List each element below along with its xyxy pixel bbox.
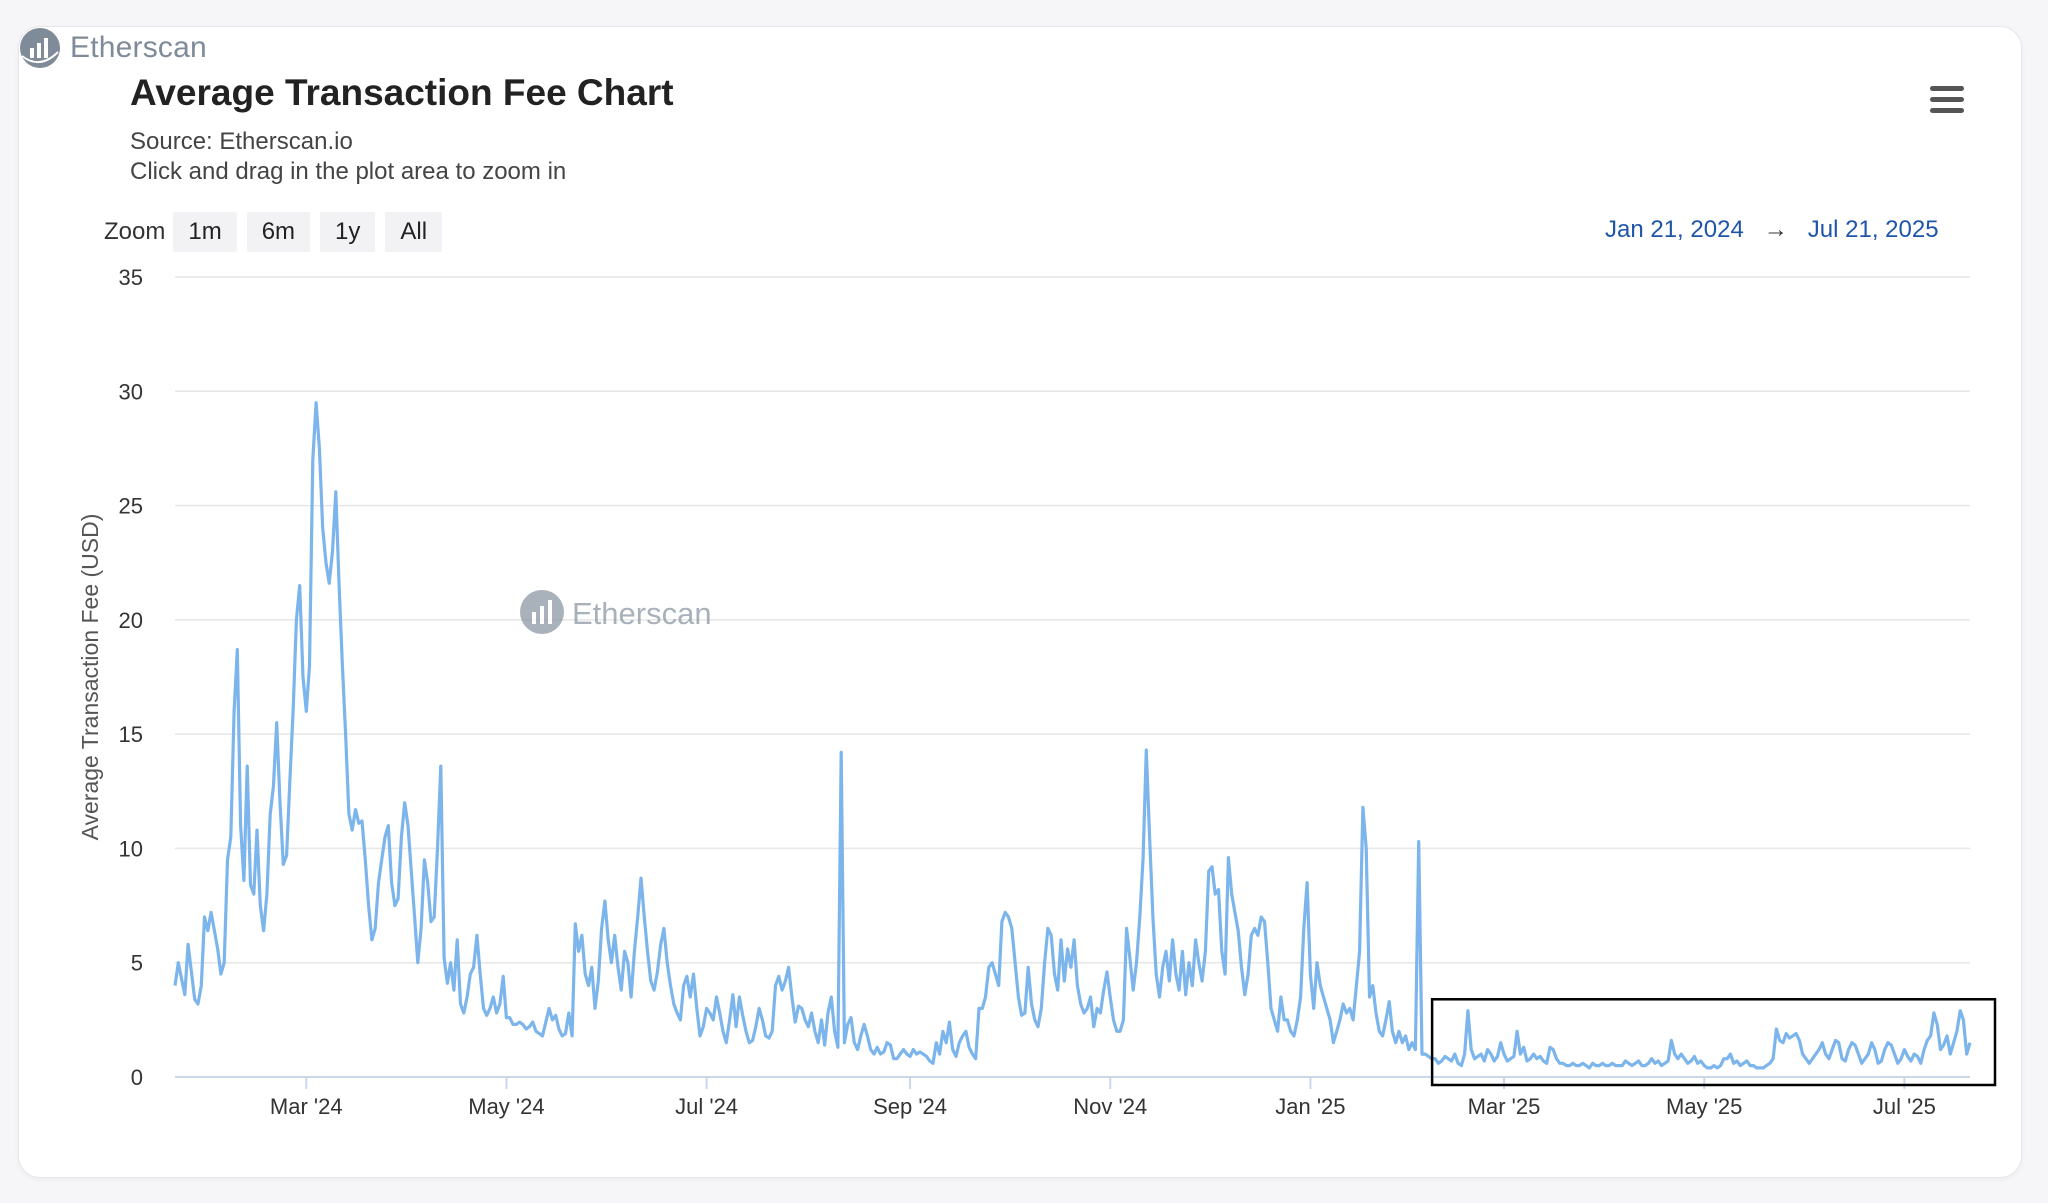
zoom-all-button[interactable]: All bbox=[385, 212, 443, 252]
zoom-label: Zoom bbox=[104, 218, 166, 245]
zoom-hint-text: Click and drag in the plot area to zoom … bbox=[130, 158, 567, 185]
x-tick-label: May '24 bbox=[468, 1094, 544, 1119]
y-tick-label: 15 bbox=[119, 722, 143, 747]
chart-title: Average Transaction Fee Chart bbox=[130, 72, 674, 113]
zoom-1m-button[interactable]: 1m bbox=[173, 212, 237, 252]
y-tick-label: 35 bbox=[119, 265, 143, 290]
watermark-bar bbox=[532, 612, 536, 624]
range-to-input[interactable]: Jul 21, 2025 bbox=[1807, 216, 1939, 243]
x-tick-label: Mar '24 bbox=[270, 1094, 343, 1119]
x-tick-label: Jul '24 bbox=[675, 1094, 738, 1119]
highlight-box bbox=[1430, 998, 1997, 1087]
hamburger-menu-icon[interactable] bbox=[1930, 86, 1964, 116]
etherscan-logo[interactable]: Etherscan bbox=[18, 26, 207, 70]
y-axis-label: Average Transaction Fee (USD) bbox=[77, 514, 103, 841]
y-tick-label: 25 bbox=[119, 494, 143, 519]
etherscan-logo-icon bbox=[20, 28, 60, 68]
zoom-6m-button[interactable]: 6m bbox=[246, 212, 311, 252]
zoom-controls: Zoom 1m 6m 1y All bbox=[104, 212, 452, 252]
range-arrow-icon: → bbox=[1763, 216, 1788, 243]
x-tick-label: Sep '24 bbox=[873, 1094, 947, 1119]
y-tick-label: 20 bbox=[119, 608, 143, 633]
source-text: Source: Etherscan.io bbox=[130, 128, 353, 155]
x-tick-label: Jan '25 bbox=[1275, 1094, 1345, 1119]
y-tick-label: 5 bbox=[131, 951, 143, 976]
y-tick-label: 10 bbox=[119, 836, 143, 861]
x-tick-label: Jul '25 bbox=[1873, 1094, 1936, 1119]
range-from-input[interactable]: Jan 21, 2024 bbox=[1605, 216, 1744, 243]
chart-subtitle: Source: Etherscan.io Click and drag in t… bbox=[130, 127, 566, 187]
zoom-1y-button[interactable]: 1y bbox=[320, 212, 376, 252]
x-tick-label: Mar '25 bbox=[1468, 1094, 1541, 1119]
date-range: Jan 21, 2024 → Jul 21, 2025 bbox=[1605, 216, 1939, 244]
watermark-bar bbox=[540, 606, 544, 624]
watermark: Etherscan bbox=[520, 590, 712, 634]
y-tick-label: 30 bbox=[119, 379, 143, 404]
x-tick-label: Nov '24 bbox=[1073, 1094, 1147, 1119]
watermark-text: Etherscan bbox=[572, 596, 712, 631]
series-line bbox=[173, 401, 1972, 1070]
watermark-bar bbox=[548, 600, 552, 624]
brand-name: Etherscan bbox=[70, 31, 207, 64]
y-tick-label: 0 bbox=[131, 1065, 143, 1090]
x-tick-label: May '25 bbox=[1666, 1094, 1742, 1119]
